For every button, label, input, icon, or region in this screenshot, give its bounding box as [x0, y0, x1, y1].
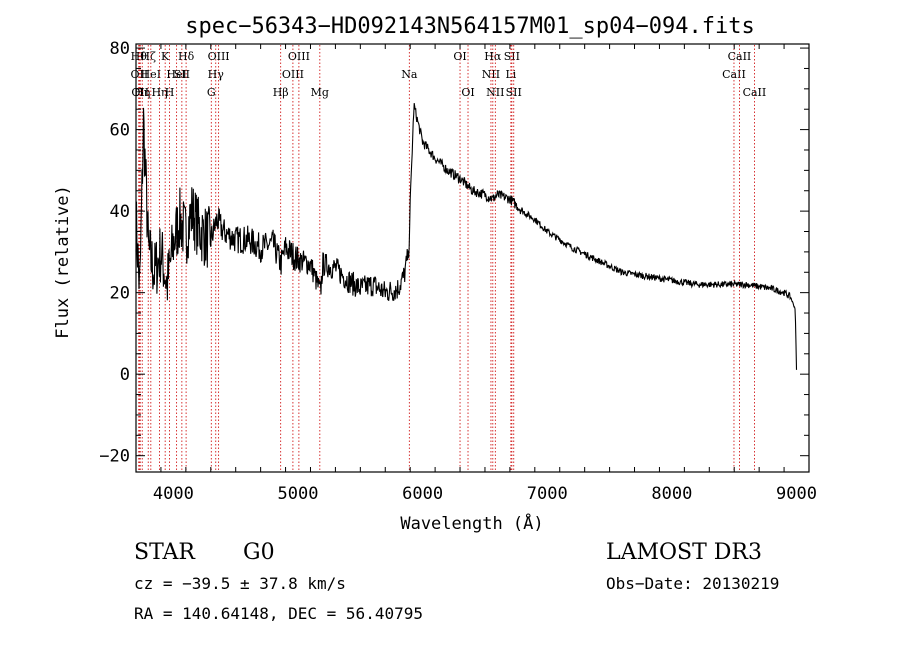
y-axis-label: Flux (relative): [53, 185, 73, 339]
spectral-line-markers: HθOIIOIIHηHζHeIHηKHHeISIIHδGHγOIIIHβOIII…: [131, 45, 767, 471]
marker-label-5: HeI: [141, 68, 161, 81]
chart-title: spec−56343−HD092143N564157M01_sp04−094.f…: [185, 14, 755, 39]
marker-label-19: Na: [401, 68, 418, 81]
y-tick-label-80: 80: [110, 39, 130, 59]
marker-label-24: NII: [486, 86, 504, 99]
marker-label-23: Hα: [484, 50, 502, 63]
y-tick-label--20: −20: [99, 447, 130, 467]
marker-label-12: G: [207, 86, 216, 99]
marker-label-7: K: [161, 50, 170, 63]
marker-label-0: Hθ: [131, 50, 148, 63]
marker-label-13: Hγ: [208, 68, 225, 81]
marker-label-26: SII: [504, 50, 520, 63]
x-tick-label-6000: 6000: [402, 484, 443, 504]
x-tick-label-7000: 7000: [527, 484, 568, 504]
flux-line: [135, 103, 798, 370]
x-axis-label: Wavelength (Å): [400, 512, 543, 534]
marker-label-20: OI: [453, 50, 466, 63]
marker-label-27: SII: [506, 86, 522, 99]
marker-label-14: OIII: [208, 50, 230, 63]
plot-frame: [135, 43, 810, 473]
object-subclass: G0: [243, 540, 275, 565]
survey-name: LAMOST DR3: [606, 540, 762, 565]
marker-label-28: CaII: [722, 68, 746, 81]
spectrum-chart: spec−56343−HD092143N564157M01_sp04−094.f…: [53, 14, 817, 534]
observation-date: Obs−Date: 20130219: [606, 574, 780, 593]
x-tick-label-5000: 5000: [278, 484, 319, 504]
marker-label-11: Hδ: [178, 50, 195, 63]
flux-series: [135, 103, 798, 370]
x-axis-ticks: 4000 5000 6000 7000 8000 9000: [135, 44, 817, 504]
x-tick-label-8000: 8000: [651, 484, 692, 504]
marker-label-15: Hβ: [273, 86, 289, 99]
x-tick-label-9000: 9000: [776, 484, 817, 504]
x-tick-label-4000: 4000: [153, 484, 194, 504]
marker-label-21: OI: [461, 86, 474, 99]
marker-label-4: Hζ: [140, 50, 156, 63]
marker-label-8: H: [165, 86, 175, 99]
marker-label-1: OII: [131, 68, 149, 81]
marker-label-25: Li: [505, 68, 516, 81]
marker-label-29: CaII: [728, 50, 752, 63]
y-tick-label-0: 0: [120, 365, 130, 385]
marker-label-17: OIII: [288, 50, 310, 63]
marker-label-6: Hη: [151, 86, 167, 99]
marker-label-22: NII: [482, 68, 500, 81]
coordinates: RA = 140.64148, DEC = 56.40795: [134, 604, 423, 623]
marker-label-10: SII: [174, 68, 190, 81]
redshift-cz: cz = −39.5 ± 37.8 km/s: [134, 574, 346, 593]
marker-label-16: OIII: [282, 68, 304, 81]
marker-label-30: CaII: [743, 86, 767, 99]
y-tick-label-60: 60: [110, 121, 130, 141]
object-class: STAR: [134, 540, 195, 565]
y-tick-label-20: 20: [110, 284, 130, 304]
marker-label-18: Mg: [311, 86, 329, 99]
y-tick-label-40: 40: [110, 202, 130, 222]
y-axis-ticks: −20 0 20 40 60 80: [99, 39, 809, 467]
